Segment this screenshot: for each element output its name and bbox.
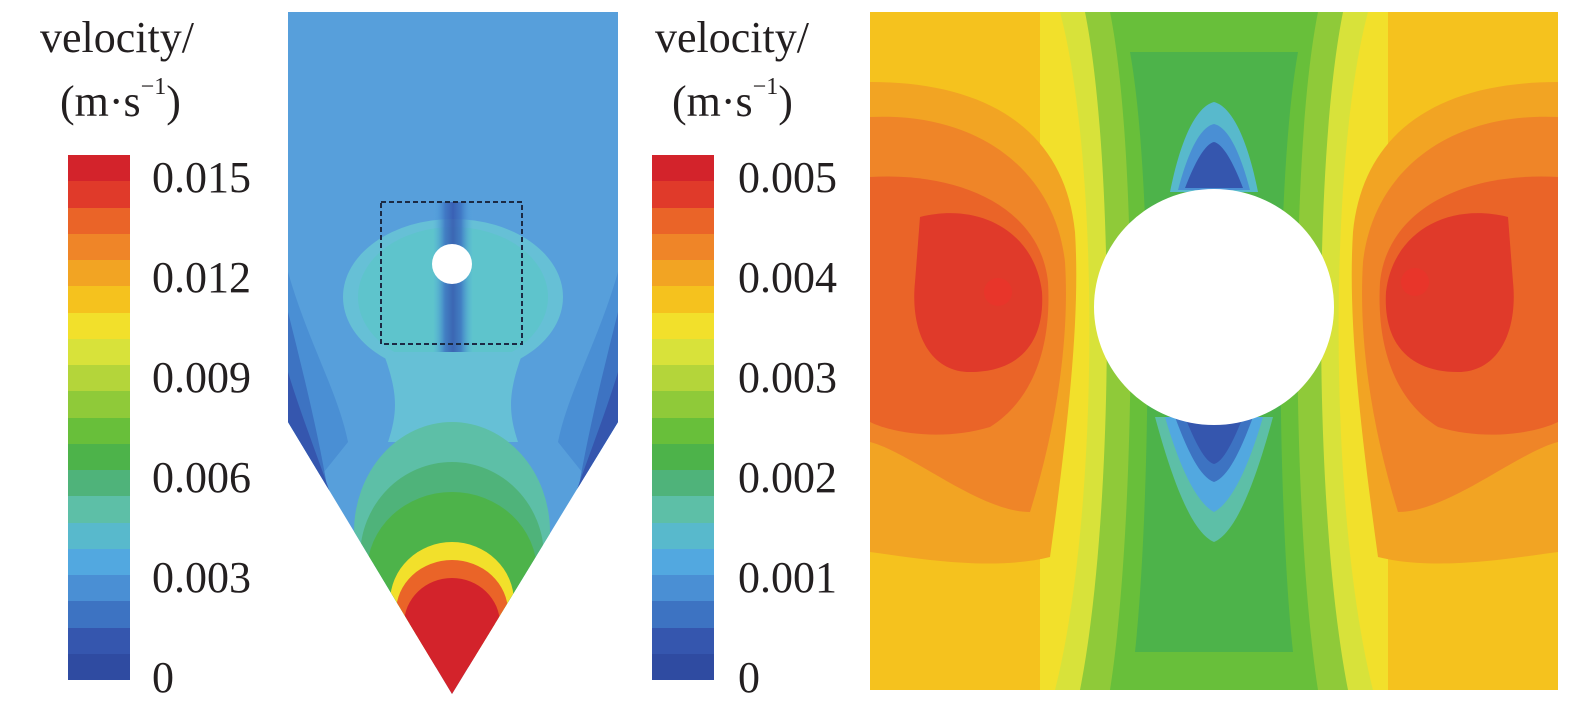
colorbar-segment xyxy=(68,260,130,287)
cylinder-obstacle xyxy=(432,244,472,284)
colorbar-segment xyxy=(652,548,714,575)
legend-right-tick-3: 0.002 xyxy=(738,453,837,502)
legend-right-title-line2: (m·s−1) xyxy=(672,75,793,126)
legend-left-colorbar xyxy=(68,155,130,680)
legend-left-tick-5: 0 xyxy=(152,653,174,702)
legend-right-tick-4: 0.001 xyxy=(738,553,837,602)
legend-right-tick-2: 0.003 xyxy=(738,353,837,402)
colorbar-segment xyxy=(652,391,714,418)
colorbar-segment xyxy=(68,627,130,654)
colorbar-segment xyxy=(68,548,130,575)
legend-right-tick-0: 0.005 xyxy=(738,153,837,202)
legend-right-title-line1: velocity/ xyxy=(655,13,809,62)
legend-right-tick-1: 0.004 xyxy=(738,253,837,302)
legend-left-tick-3: 0.006 xyxy=(152,453,251,502)
colorbar-segment xyxy=(68,470,130,497)
colorbar-segment xyxy=(68,207,130,234)
colorbar-segment xyxy=(652,312,714,339)
legend-right-colorbar xyxy=(652,155,714,680)
legend-left-unit-suffix: ) xyxy=(166,77,181,126)
colorbar-segment xyxy=(652,338,714,365)
legend-left-unit-prefix: (m·s xyxy=(60,77,141,126)
colorbar-segment xyxy=(68,522,130,549)
legend-left-unit-exponent: −1 xyxy=(140,74,167,100)
colorbar-segment xyxy=(68,338,130,365)
colorbar-segment xyxy=(68,653,130,680)
colorbar-segment xyxy=(652,233,714,260)
legend-right-unit-suffix: ) xyxy=(778,77,793,126)
colorbar-segment xyxy=(652,575,714,602)
colorbar-segment xyxy=(68,496,130,523)
hopper-velocity-contour xyxy=(288,12,618,694)
colorbar-segment xyxy=(652,627,714,654)
colorbar-segment xyxy=(652,207,714,234)
colorbar-segment xyxy=(652,522,714,549)
zoomed-velocity-contour xyxy=(870,12,1558,690)
colorbar-segment xyxy=(652,155,714,182)
legend-left-tick-4: 0.003 xyxy=(152,553,251,602)
legend-left-tick-1: 0.012 xyxy=(152,253,251,302)
colorbar-segment xyxy=(652,365,714,392)
colorbar-segment xyxy=(652,653,714,680)
colorbar-segment xyxy=(68,286,130,313)
colorbar-segment xyxy=(652,286,714,313)
colorbar-segment xyxy=(68,391,130,418)
colorbar-segment xyxy=(68,601,130,628)
colorbar-segment xyxy=(652,260,714,287)
legend-left-tick-0: 0.015 xyxy=(152,153,251,202)
colorbar-segment xyxy=(68,181,130,208)
legend-left-tick-2: 0.009 xyxy=(152,353,251,402)
legend-right-unit-prefix: (m·s xyxy=(672,77,753,126)
legend-left-title-line2: (m·s−1) xyxy=(60,75,181,126)
legend-right-unit-exponent: −1 xyxy=(752,74,779,100)
colorbar-segment xyxy=(68,417,130,444)
colorbar-segment xyxy=(68,155,130,182)
colorbar-segment xyxy=(68,575,130,602)
colorbar-segment xyxy=(68,312,130,339)
legend-left-title-line1: velocity/ xyxy=(40,13,194,62)
colorbar-segment xyxy=(652,470,714,497)
colorbar-segment xyxy=(652,496,714,523)
colorbar-segment xyxy=(652,601,714,628)
zoom-region-box xyxy=(380,201,523,345)
colorbar-segment xyxy=(652,417,714,444)
colorbar-segment xyxy=(68,443,130,470)
colorbar-segment xyxy=(68,365,130,392)
legend-right-tick-5: 0 xyxy=(738,653,760,702)
colorbar-segment xyxy=(68,233,130,260)
colorbar-segment xyxy=(652,443,714,470)
cylinder-obstacle-zoomed xyxy=(1094,189,1334,425)
colorbar-segment xyxy=(652,181,714,208)
